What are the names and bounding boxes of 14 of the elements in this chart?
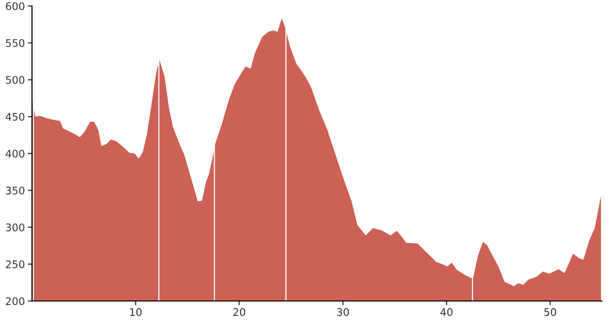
- x-tick-label: 30: [337, 308, 349, 316]
- y-tick-label: 450: [6, 112, 24, 121]
- x-tick-label: 40: [440, 308, 452, 316]
- y-tick-label: 400: [6, 150, 24, 158]
- y-tick-label: 600: [6, 2, 24, 10]
- x-tick-label: 10: [130, 308, 142, 316]
- y-tick-label: 350: [6, 186, 24, 194]
- y-tick-label: 250: [6, 260, 24, 268]
- x-tick-label: 50: [544, 308, 556, 316]
- y-tick-label: 300: [6, 223, 24, 232]
- y-tick-label: 200: [6, 297, 24, 306]
- x-tick-label: 20: [233, 308, 246, 316]
- y-tick-label: 500: [6, 76, 24, 84]
- y-tick-label: 550: [6, 39, 24, 47]
